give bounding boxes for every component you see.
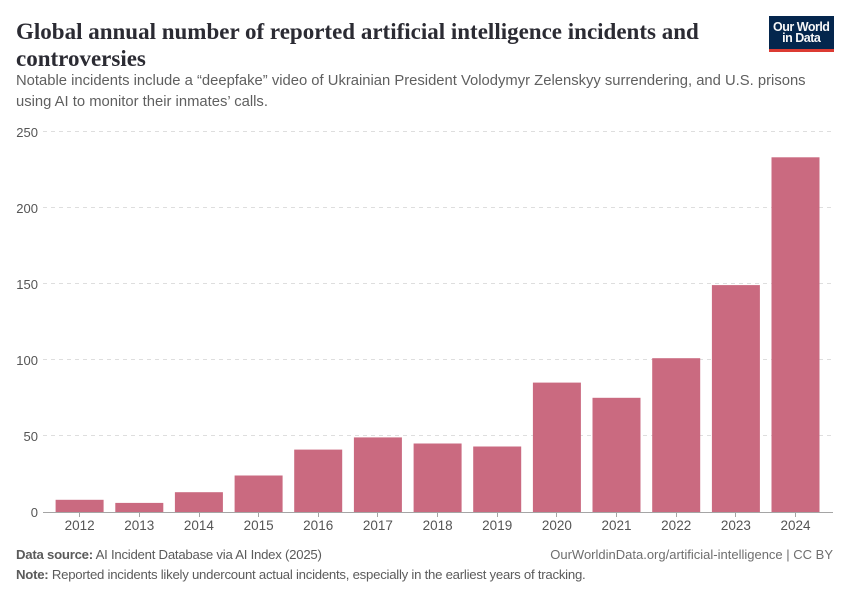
svg-text:2020: 2020	[542, 518, 572, 533]
svg-text:2013: 2013	[124, 518, 154, 533]
svg-text:2019: 2019	[482, 518, 512, 533]
svg-text:50: 50	[24, 429, 38, 444]
svg-text:2022: 2022	[661, 518, 691, 533]
svg-text:2012: 2012	[65, 518, 95, 533]
svg-text:0: 0	[31, 505, 38, 520]
svg-text:2014: 2014	[184, 518, 215, 533]
svg-text:2024: 2024	[780, 518, 811, 533]
svg-text:250: 250	[16, 125, 38, 140]
svg-text:2015: 2015	[244, 518, 274, 533]
svg-text:2023: 2023	[721, 518, 751, 533]
svg-text:2016: 2016	[303, 518, 333, 533]
svg-text:2017: 2017	[363, 518, 393, 533]
svg-text:150: 150	[16, 277, 38, 292]
svg-text:100: 100	[16, 353, 38, 368]
svg-text:200: 200	[16, 201, 38, 216]
svg-text:2021: 2021	[601, 518, 631, 533]
svg-text:2018: 2018	[423, 518, 453, 533]
